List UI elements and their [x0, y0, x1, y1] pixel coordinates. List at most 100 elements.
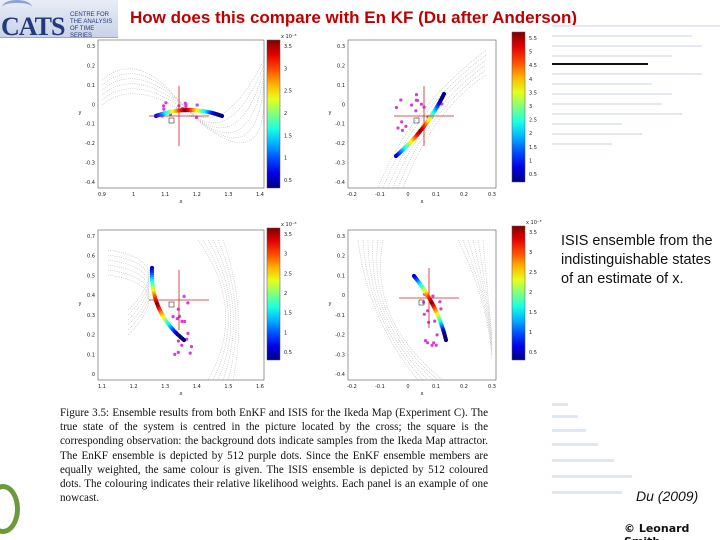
attractor-curve	[107, 239, 232, 381]
figure-caption: Figure 3.5: Ensemble results from both E…	[60, 407, 488, 505]
x-tick-label: 1.1	[161, 192, 169, 198]
enkf-dot	[176, 339, 180, 343]
cats-logo: CATS CENTRE FOR THE ANALYSIS OF TIME SER…	[0, 0, 118, 41]
enkf-dot	[184, 104, 188, 109]
panel-top-left: 0.3 0.2 0.1 0 -0.1 -0.2 -0.3 -0.40.9 1 1.1 1.2 1.3 1…	[79, 34, 297, 205]
panel-top-right: 0.30.20.10-0.1-0.2-0.3-0.4-0.2 -0.1 0 0.1 0.…	[329, 26, 542, 205]
enkf-dot	[421, 300, 426, 304]
enkf-dot	[164, 101, 168, 105]
colorbar-tick-label: 5.5	[529, 36, 537, 42]
colorbar-exponent: x 10⁻³	[281, 222, 297, 228]
y-tick-label: -0.2	[335, 333, 345, 339]
colorbar	[511, 31, 526, 183]
attractor-curve	[367, 239, 493, 381]
colorbar-tick-label: 2.5	[284, 89, 292, 95]
x-tick-label: 1.5	[224, 384, 232, 390]
attractor-curve	[402, 74, 487, 189]
decorative-black-bar	[552, 63, 648, 65]
y-tick-label: 0.3	[337, 44, 345, 50]
decorative-line	[552, 143, 612, 145]
y-tick-label: -0.1	[335, 122, 345, 128]
enkf-dot	[419, 102, 423, 106]
decorative-line	[552, 93, 672, 95]
y-tick-label: 0.3	[337, 234, 345, 240]
attractor-curve	[101, 64, 265, 124]
colorbar-tick-label: 1	[284, 330, 287, 336]
colorbar-tick-label: 2	[529, 131, 532, 137]
colorbar-tick-label: 1.5	[529, 145, 537, 151]
colorbar-tick-label: 3.5	[529, 230, 537, 236]
enkf-dot	[410, 103, 414, 107]
colorbar-tick-label: 3	[284, 252, 287, 258]
colorbar-exponent: x 10⁻³	[281, 34, 297, 40]
x-tick-label: 0.2	[460, 384, 468, 390]
logo-swirl-icon	[2, 0, 32, 14]
colorbar-tick-label: 1.5	[284, 311, 292, 317]
x-tick-label: 1	[132, 192, 135, 198]
attractor-background	[357, 239, 493, 381]
x-tick-label: 1.3	[224, 192, 232, 198]
enkf-dot	[180, 343, 184, 347]
x-tick-label: -0.1	[375, 192, 385, 198]
colorbar-exponent: x 10⁻³	[526, 220, 542, 226]
decorative-bar	[552, 459, 614, 462]
enkf-dot	[422, 312, 426, 316]
colorbar	[266, 227, 281, 361]
enkf-dot	[433, 319, 437, 323]
colorbar-tick-label: 4.5	[529, 63, 537, 69]
colorbar-tick-label: 1	[529, 330, 532, 336]
x-tick-label: 1.6	[256, 384, 264, 390]
logo-mark: CATS	[1, 12, 65, 41]
attractor-curve	[107, 239, 237, 381]
x-tick-label: 0.1	[432, 192, 440, 198]
decorative-line	[552, 45, 702, 47]
enkf-dot	[438, 300, 442, 304]
enkf-dot	[432, 341, 436, 345]
side-note: ISIS ensemble from the indistinguishable…	[561, 233, 713, 287]
decorative-line	[552, 55, 672, 57]
attractor-curve	[380, 239, 493, 381]
figure-canvas: 0.30.20.10-0.1-0.2-0.3-0.40.9 1 1.1 1.2 1.3 1…	[79, 26, 542, 397]
enkf-dot	[182, 294, 186, 298]
colorbar-tick-label: 3	[529, 250, 532, 256]
enkf-dot	[173, 352, 177, 356]
copyright: © Leonard Smith	[624, 522, 690, 540]
y-tick-label: 0	[342, 102, 345, 108]
colorbar-tick-label: 2.5	[284, 271, 292, 277]
y-tick-label: 0.1	[87, 83, 95, 89]
x-tick-label: 1.4	[193, 384, 201, 390]
decorative-line	[552, 83, 652, 85]
colorbar-tick-label: 1	[284, 156, 287, 162]
colorbar-tick-label: 1	[529, 158, 532, 164]
plot-axes	[347, 229, 497, 381]
enkf-dot	[404, 124, 408, 128]
decorative-line	[552, 123, 622, 125]
enkf-dot	[175, 317, 179, 321]
enkf-dot	[195, 115, 199, 120]
x-tick-label: 1.2	[130, 384, 138, 390]
enkf-dot	[399, 98, 403, 102]
enkf-dot	[186, 331, 190, 335]
x-tick-label: -0.1	[375, 384, 385, 390]
enkf-dot	[435, 333, 439, 337]
decorative-line	[552, 103, 662, 105]
x-tick-label: -0.2	[347, 384, 357, 390]
attractor-curve	[376, 239, 493, 381]
y-tick-label: 0.2	[337, 63, 345, 69]
colorbar-tick-label: 3.5	[284, 232, 292, 238]
y-tick-label: 0.2	[337, 254, 345, 260]
x-tick-label: 1.1	[98, 384, 106, 390]
enkf-dot	[400, 120, 404, 124]
attractor-curve	[372, 239, 493, 381]
colorbar-tick-label: 0.5	[284, 350, 292, 356]
y-tick-label: 0.7	[87, 234, 95, 240]
y-axis-letter: y	[329, 110, 332, 116]
colorbar-tick-label: 0.5	[284, 178, 292, 184]
enkf-dot	[414, 109, 418, 113]
observation-square	[418, 299, 425, 306]
attractor-background	[107, 239, 239, 381]
attractor-curve	[101, 74, 265, 134]
colorbar	[266, 39, 281, 189]
colorbar-tick-label: 5	[529, 50, 532, 56]
plot-axes	[97, 229, 265, 381]
